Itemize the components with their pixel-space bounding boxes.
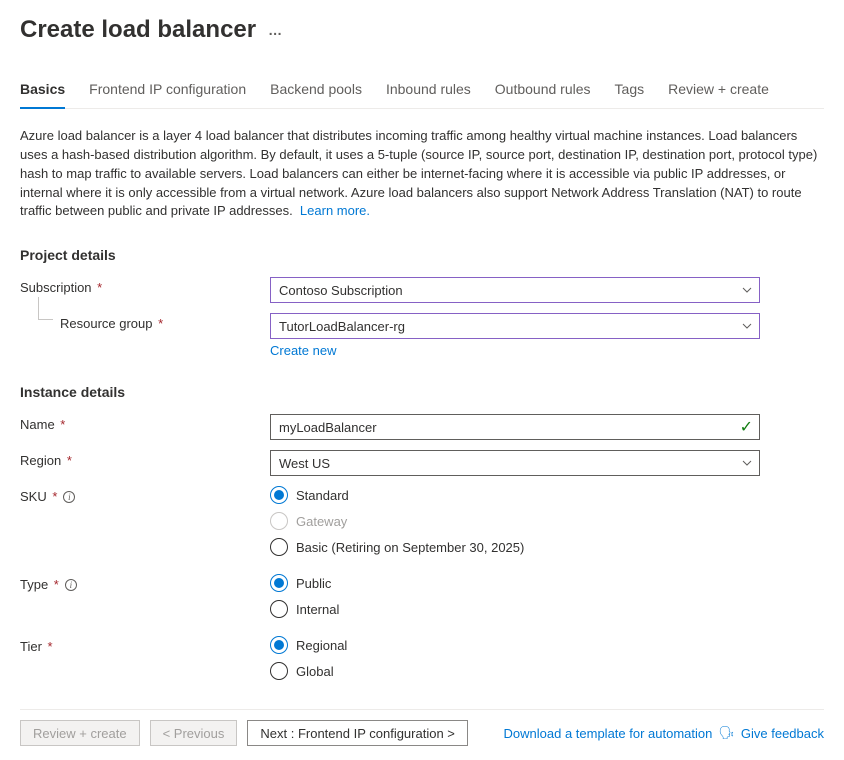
resource-group-value: TutorLoadBalancer-rg <box>279 319 405 334</box>
label-name: Name * <box>20 414 270 432</box>
info-icon[interactable]: i <box>65 579 77 591</box>
row-subscription: Subscription * Contoso Subscription <box>20 277 824 303</box>
label-resource-group: Resource group * <box>20 313 270 331</box>
row-resource-group: Resource group * TutorLoadBalancer-rg Cr… <box>20 313 824 358</box>
next-button[interactable]: Next : Frontend IP configuration > <box>247 720 468 746</box>
create-new-link[interactable]: Create new <box>270 343 336 358</box>
region-select[interactable]: West US <box>270 450 760 476</box>
tier-option-global[interactable]: Global <box>270 662 760 680</box>
label-subscription: Subscription * <box>20 277 270 295</box>
sku-option-standard[interactable]: Standard <box>270 486 760 504</box>
type-internal-label: Internal <box>296 602 339 617</box>
description-body: Azure load balancer is a layer 4 load ba… <box>20 128 817 218</box>
row-region: Region * West US <box>20 450 824 476</box>
more-icon[interactable]: … <box>268 22 283 38</box>
row-tier: Tier * Regional Global <box>20 636 824 680</box>
download-template-link[interactable]: Download a template for automation <box>504 726 713 741</box>
review-create-button: Review + create <box>20 720 140 746</box>
type-option-internal[interactable]: Internal <box>270 600 760 618</box>
tab-inbound-rules[interactable]: Inbound rules <box>386 81 471 109</box>
tier-regional-label: Regional <box>296 638 347 653</box>
name-input[interactable]: myLoadBalancer ✓ <box>270 414 760 440</box>
tab-frontend-ip[interactable]: Frontend IP configuration <box>89 81 246 109</box>
section-project-details: Project details <box>20 247 824 263</box>
label-region-text: Region <box>20 453 61 468</box>
label-tier-text: Tier <box>20 639 42 654</box>
page-title: Create load balancer … <box>20 16 824 44</box>
required-indicator: * <box>49 489 58 504</box>
radio-icon <box>270 486 288 504</box>
tab-outbound-rules[interactable]: Outbound rules <box>495 81 591 109</box>
name-value: myLoadBalancer <box>279 420 377 435</box>
tabs-bar: Basics Frontend IP configuration Backend… <box>20 80 824 109</box>
learn-more-link[interactable]: Learn more. <box>300 203 370 218</box>
info-icon[interactable]: i <box>63 491 75 503</box>
label-subscription-text: Subscription <box>20 280 92 295</box>
row-type: Type * i Public Internal <box>20 574 824 618</box>
sku-radio-group: Standard Gateway Basic (Retiring on Sept… <box>270 486 760 556</box>
sku-standard-label: Standard <box>296 488 349 503</box>
type-option-public[interactable]: Public <box>270 574 760 592</box>
resource-group-select[interactable]: TutorLoadBalancer-rg <box>270 313 760 339</box>
label-sku-text: SKU <box>20 489 47 504</box>
label-region: Region * <box>20 450 270 468</box>
radio-icon <box>270 600 288 618</box>
sku-option-gateway: Gateway <box>270 512 760 530</box>
region-value: West US <box>279 456 330 471</box>
sku-basic-label: Basic (Retiring on September 30, 2025) <box>296 540 524 555</box>
label-type-text: Type <box>20 577 48 592</box>
row-sku: SKU * i Standard Gateway Basic (Retiring… <box>20 486 824 556</box>
radio-icon <box>270 662 288 680</box>
previous-button: < Previous <box>150 720 238 746</box>
label-type: Type * i <box>20 574 270 592</box>
tier-global-label: Global <box>296 664 334 679</box>
give-feedback-link[interactable]: Give feedback <box>741 726 824 741</box>
label-resource-group-text: Resource group <box>60 316 153 331</box>
checkmark-icon: ✓ <box>740 417 753 437</box>
description-text: Azure load balancer is a layer 4 load ba… <box>20 127 824 221</box>
chevron-down-icon <box>741 284 753 296</box>
tier-option-regional[interactable]: Regional <box>270 636 760 654</box>
feedback-icon: 🗣 <box>718 725 735 741</box>
tab-basics[interactable]: Basics <box>20 81 65 109</box>
subscription-value: Contoso Subscription <box>279 283 403 298</box>
footer-bar: Review + create < Previous Next : Fronte… <box>20 709 824 746</box>
type-radio-group: Public Internal <box>270 574 760 618</box>
chevron-down-icon <box>741 320 753 332</box>
radio-icon <box>270 538 288 556</box>
page-title-text: Create load balancer <box>20 16 256 44</box>
required-indicator: * <box>155 316 164 331</box>
required-indicator: * <box>63 453 72 468</box>
footer-links: Download a template for automation 🗣 Give… <box>504 725 824 741</box>
tier-radio-group: Regional Global <box>270 636 760 680</box>
radio-icon <box>270 636 288 654</box>
label-tier: Tier * <box>20 636 270 654</box>
tab-tags[interactable]: Tags <box>615 81 645 109</box>
label-sku: SKU * i <box>20 486 270 504</box>
type-public-label: Public <box>296 576 331 591</box>
row-name: Name * myLoadBalancer ✓ <box>20 414 824 440</box>
sku-option-basic[interactable]: Basic (Retiring on September 30, 2025) <box>270 538 760 556</box>
tab-backend-pools[interactable]: Backend pools <box>270 81 362 109</box>
section-instance-details: Instance details <box>20 384 824 400</box>
required-indicator: * <box>94 280 103 295</box>
label-name-text: Name <box>20 417 55 432</box>
required-indicator: * <box>50 577 59 592</box>
radio-icon <box>270 574 288 592</box>
required-indicator: * <box>57 417 66 432</box>
subscription-select[interactable]: Contoso Subscription <box>270 277 760 303</box>
radio-icon <box>270 512 288 530</box>
sku-gateway-label: Gateway <box>296 514 347 529</box>
chevron-down-icon <box>741 457 753 469</box>
tab-review-create[interactable]: Review + create <box>668 81 769 109</box>
required-indicator: * <box>44 639 53 654</box>
